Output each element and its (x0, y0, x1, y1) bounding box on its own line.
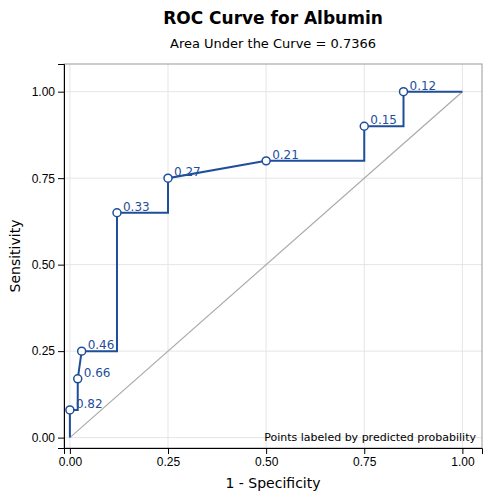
tick-mark (70, 448, 71, 454)
axis-line (65, 449, 483, 455)
x-axis-title: 1 - Specificity (225, 475, 320, 491)
point-label: 0.15 (370, 113, 397, 127)
point-label: 0.66 (84, 366, 111, 380)
grid (64, 64, 482, 448)
x-axis: 0.00 0.25 0.50 0.75 1.00 (59, 448, 483, 469)
tick: 0.25 (32, 344, 64, 358)
tick-label: 0.25 (32, 344, 56, 358)
grid-line (168, 64, 169, 448)
tick: 1.00 (451, 448, 475, 469)
marks (66, 88, 462, 438)
point-label: 0.46 (88, 338, 115, 352)
tick: 0.00 (32, 431, 64, 445)
tick-label: 1.00 (32, 85, 56, 99)
grid-line (462, 64, 463, 448)
point (66, 406, 74, 414)
grid-line (64, 178, 482, 179)
y-axis: 0.00 0.25 0.50 0.75 1.00 (32, 65, 65, 449)
point-label: 0.27 (174, 165, 201, 179)
tick-label: 0.75 (353, 455, 377, 469)
title: ROC Curve for Albumin (163, 8, 383, 28)
point (360, 122, 368, 130)
tick-label: 0.25 (157, 455, 181, 469)
chart: 0.82 0.66 0.46 0.33 0.27 0.21 0.15 0.12 0.00 0.25… (0, 0, 500, 500)
tick: 0.00 (59, 448, 83, 469)
point-label: 0.33 (123, 200, 150, 214)
tick-mark (58, 265, 64, 266)
tick-label: 0.00 (59, 455, 83, 469)
grid-line (64, 351, 482, 352)
point (164, 174, 172, 182)
grid-line (266, 64, 267, 448)
point (74, 375, 82, 383)
tick-label: 0.50 (255, 455, 279, 469)
tick-label: 1.00 (451, 455, 475, 469)
tick-mark (58, 438, 64, 439)
tick: 0.50 (255, 448, 279, 469)
grid-line (64, 264, 482, 265)
tick-label: 0.00 (32, 431, 56, 445)
tick-label: 0.75 (32, 172, 56, 186)
tick-mark (462, 448, 463, 454)
tick: 0.75 (353, 448, 377, 469)
tick-mark (266, 448, 267, 454)
tick: 0.25 (157, 448, 181, 469)
tick-label: 0.50 (32, 258, 56, 272)
point-label: 0.82 (76, 397, 103, 411)
tick: 0.50 (32, 258, 64, 272)
point (400, 88, 408, 96)
grid-line (69, 64, 70, 448)
point (78, 347, 86, 355)
tick-mark (58, 351, 64, 352)
point (262, 157, 270, 165)
tick-mark (364, 448, 365, 454)
point-label: 0.21 (272, 148, 299, 162)
point-label: 0.12 (410, 79, 437, 93)
subtitle: Area Under the Curve = 0.7366 (170, 36, 376, 51)
axis-line (58, 65, 65, 449)
tick: 1.00 (32, 85, 64, 99)
tick: 0.75 (32, 172, 64, 186)
point (113, 209, 121, 217)
tick-mark (58, 92, 64, 93)
tick-mark (168, 448, 169, 454)
plot-frame (64, 64, 482, 448)
roc-line (70, 92, 462, 438)
y-axis-title: Sensitivity (7, 220, 23, 293)
tick-mark (58, 178, 64, 179)
reference-line (70, 92, 462, 438)
point-labels: 0.82 0.66 0.46 0.33 0.27 0.21 0.15 0.12 (76, 79, 436, 411)
annotation: Points labeled by predicted probability (264, 431, 476, 444)
